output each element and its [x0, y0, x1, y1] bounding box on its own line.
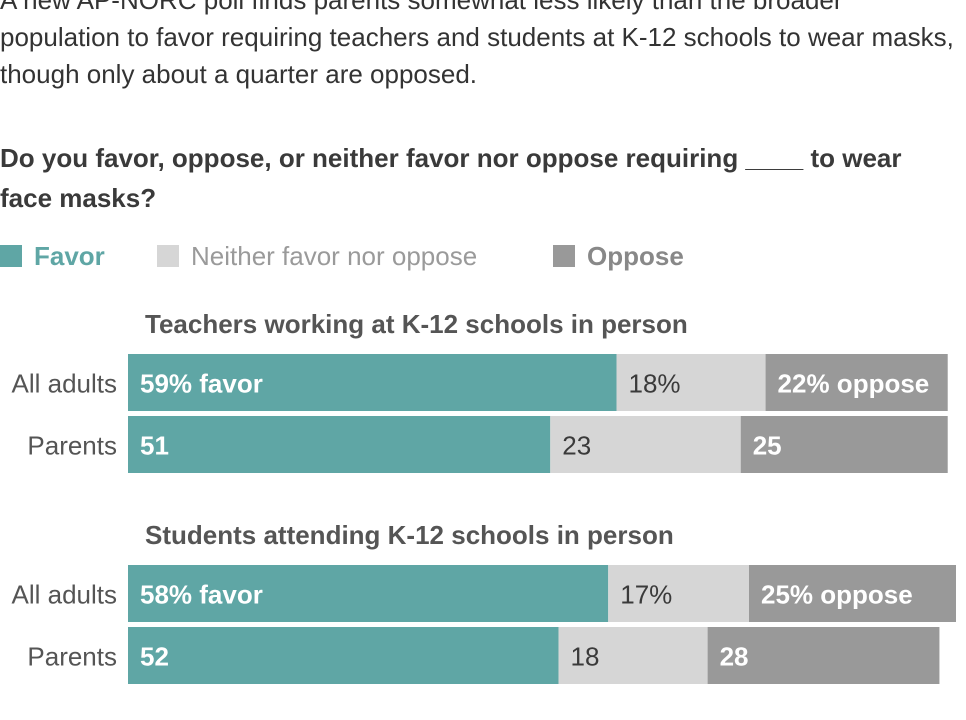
question-text: Do you favor, oppose, or neither favor n… [0, 143, 902, 213]
bar-segment-neither [616, 354, 766, 411]
legend-item-oppose: Oppose [553, 236, 684, 276]
row-label: Parents [27, 431, 117, 461]
group-title-2: Students attending K-12 schools in perso… [145, 520, 674, 550]
bar-segment-favor [128, 627, 559, 684]
legend-item-favor: Favor [0, 236, 105, 276]
legend-swatch-neither [157, 245, 179, 267]
legend-swatch-favor [0, 245, 22, 267]
data-label: 25% oppose [761, 580, 913, 610]
data-label: 22% oppose [778, 369, 930, 399]
intro-text: A new AP-NORC poll finds parents somewha… [0, 0, 954, 89]
bar-segment-neither [550, 416, 741, 473]
data-label: 58% favor [140, 580, 263, 610]
bar-segment-favor [128, 354, 617, 411]
row-label: All adults [12, 580, 118, 610]
bar-segment-oppose [749, 565, 956, 622]
bar-segment-oppose [707, 627, 940, 684]
bar-segment-oppose [765, 354, 948, 411]
row-label: All adults [12, 369, 118, 399]
bar-segment-favor [128, 565, 609, 622]
data-label: 17% [620, 580, 672, 610]
data-label: 25 [753, 431, 782, 461]
data-label: 51 [140, 431, 169, 461]
legend-label-neither: Neither favor nor oppose [191, 241, 478, 271]
data-label: 59% favor [140, 369, 263, 399]
row-label: Parents [27, 642, 117, 672]
legend-swatch-oppose [553, 245, 575, 267]
bar-segment-oppose [740, 416, 948, 473]
legend-label-favor: Favor [34, 241, 105, 271]
legend-item-neither: Neither favor nor oppose [157, 236, 477, 276]
legend-label-oppose: Oppose [587, 241, 684, 271]
data-label: 28 [720, 642, 749, 672]
data-label: 52 [140, 642, 169, 672]
bar-segment-neither [558, 627, 708, 684]
data-label: 18 [571, 642, 600, 672]
bar-segment-favor [128, 416, 551, 473]
data-label: 23 [562, 431, 591, 461]
stacked-bar-chart: Teachers working at K-12 schools in pers… [12, 309, 956, 684]
data-label: 18% [629, 369, 681, 399]
group-title-1: Teachers working at K-12 schools in pers… [145, 309, 688, 339]
bar-segment-neither [608, 565, 749, 622]
